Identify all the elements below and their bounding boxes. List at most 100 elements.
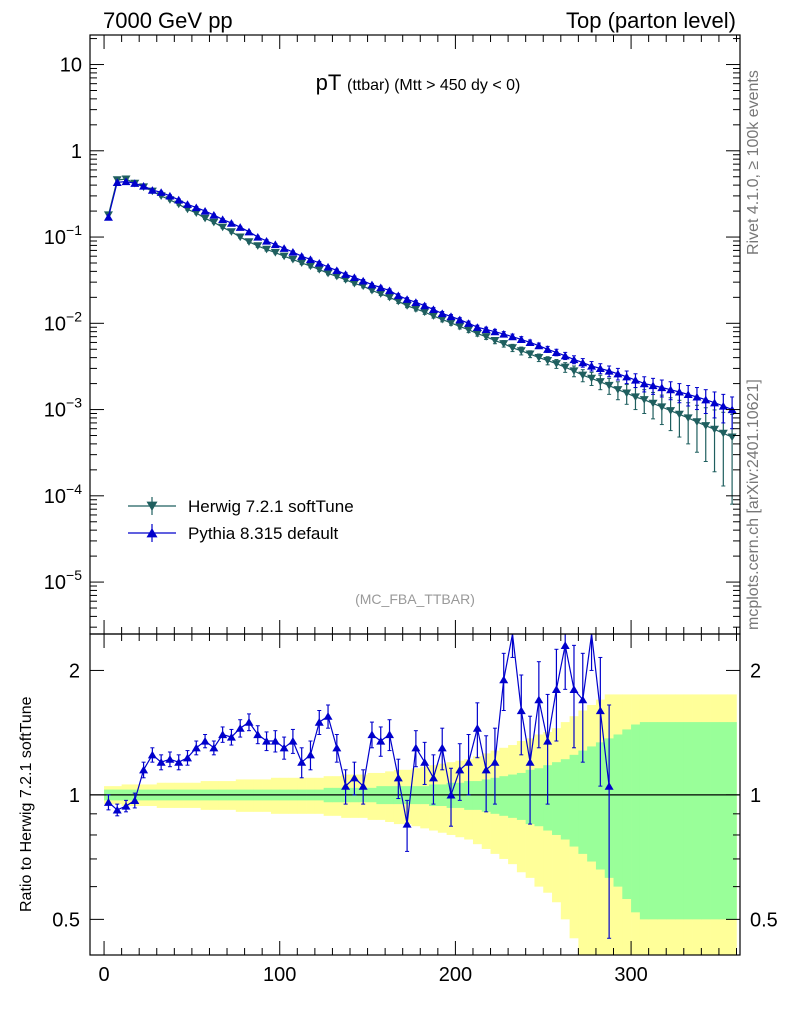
pythia-ratio-point xyxy=(218,730,228,739)
pythia-ratio-point xyxy=(595,706,605,715)
herwig-point xyxy=(560,363,570,372)
herwig-point xyxy=(297,259,307,268)
pythia-point xyxy=(305,255,315,264)
herwig-point xyxy=(613,386,623,394)
herwig-point xyxy=(472,329,482,338)
pythia-point xyxy=(112,178,122,187)
pythia-ratio-point xyxy=(525,758,535,766)
pythia-ratio-series xyxy=(103,634,614,939)
herwig-point xyxy=(314,265,324,274)
pythia-ratio-point xyxy=(139,765,149,774)
herwig-point xyxy=(428,312,438,320)
legend: Herwig 7.2.1 softTune Pythia 8.315 defaul… xyxy=(128,497,354,543)
pythia-point xyxy=(613,369,623,378)
pythia-ratio-point xyxy=(516,706,526,715)
pythia-ratio-point xyxy=(428,773,438,782)
herwig-point xyxy=(218,223,228,232)
pythia-point xyxy=(657,383,667,392)
pythia-point xyxy=(174,195,184,204)
herwig-point xyxy=(648,399,658,408)
pythia-ratio-point xyxy=(226,733,236,741)
pythia-ratio-point xyxy=(112,805,122,814)
pythia-point xyxy=(622,372,632,381)
herwig-point xyxy=(587,374,597,383)
pythia-ratio-point xyxy=(341,782,351,790)
pythia-point xyxy=(218,215,228,224)
pythia-point xyxy=(341,270,351,278)
pythia-point xyxy=(683,390,693,398)
pythia-point xyxy=(472,323,482,331)
pythia-ratio-point xyxy=(446,790,456,799)
pythia-ratio-point xyxy=(297,758,307,766)
pythia-ratio-point xyxy=(551,685,561,693)
observable-category-label: Top (parton level) xyxy=(566,8,736,33)
herwig-point xyxy=(270,249,280,257)
herwig-point xyxy=(718,429,728,438)
pythia-ratio-point xyxy=(183,753,192,762)
pythia-ratio-point xyxy=(130,796,140,804)
ratio-inner-band-bin xyxy=(692,722,702,920)
ratio-inner-band-bin xyxy=(631,724,641,913)
herwig-point xyxy=(226,228,236,236)
pythia-point xyxy=(367,280,377,289)
legend-marker xyxy=(146,501,158,511)
pythia-point xyxy=(130,179,140,187)
pythia-point xyxy=(674,387,684,396)
pythia-point xyxy=(710,398,720,407)
herwig-point xyxy=(323,269,333,278)
pythia-point xyxy=(253,232,263,241)
pythia-point xyxy=(692,392,702,401)
herwig-point xyxy=(516,347,526,355)
pythia-point xyxy=(464,319,474,327)
analysis-label: (MC_FBA_TTBAR) xyxy=(355,591,475,607)
pythia-point xyxy=(358,276,368,285)
pythia-ratio-point xyxy=(156,758,166,766)
chart-title: pT (ttbar) (Mtt > 450 dy < 0) xyxy=(316,70,521,95)
pythia-point xyxy=(314,258,324,267)
pythia-ratio-point xyxy=(385,730,395,739)
pythia-ratio-point xyxy=(499,675,509,684)
ratio-inner-band-bin xyxy=(552,762,562,835)
pythia-point xyxy=(297,252,307,260)
pythia-point xyxy=(103,213,113,221)
herwig-point xyxy=(657,403,667,412)
pythia-point xyxy=(270,240,280,249)
herwig-point xyxy=(543,356,553,365)
pythia-point xyxy=(551,348,561,356)
ratio-y-tick-label: 1 xyxy=(69,785,80,807)
ratio-inner-band-bin xyxy=(727,722,737,920)
pythia-point xyxy=(604,366,614,375)
pythia-ratio-point xyxy=(174,758,184,766)
herwig-point xyxy=(727,433,737,442)
herwig-point xyxy=(455,322,465,331)
pythia-ratio-point xyxy=(191,743,201,752)
herwig-point xyxy=(490,337,500,345)
pythia-point xyxy=(349,273,359,282)
pythia-point xyxy=(428,305,438,313)
herwig-point xyxy=(244,238,254,246)
main-y-tick-label: 10−5 xyxy=(44,567,82,594)
pythia-point xyxy=(156,188,166,196)
herwig-line xyxy=(107,178,733,438)
pythia-ratio-point xyxy=(200,736,210,745)
pythia-point xyxy=(701,395,711,404)
pythia-point xyxy=(332,266,342,275)
pythia-point xyxy=(262,236,272,245)
herwig-point xyxy=(288,255,298,264)
ratio-inner-band-bin xyxy=(560,759,570,840)
pythia-point xyxy=(543,345,553,353)
herwig-point xyxy=(385,293,395,302)
ratio-inner-band-bin xyxy=(595,742,606,870)
pythia-ratio-point xyxy=(121,801,131,810)
ratio-inner-band-bin xyxy=(499,776,509,816)
pythia-ratio-point xyxy=(455,765,465,774)
herwig-point xyxy=(349,279,359,288)
pythia-ratio-point xyxy=(305,750,315,759)
pythia-ratio-point xyxy=(560,641,570,649)
ratio-inner-band-bin xyxy=(622,729,632,900)
pythia-point xyxy=(508,332,517,341)
pythia-ratio-point xyxy=(481,765,491,774)
pythia-ratio-point xyxy=(411,743,421,752)
ratio-inner-band-bin xyxy=(683,722,693,920)
herwig-point xyxy=(253,242,263,250)
